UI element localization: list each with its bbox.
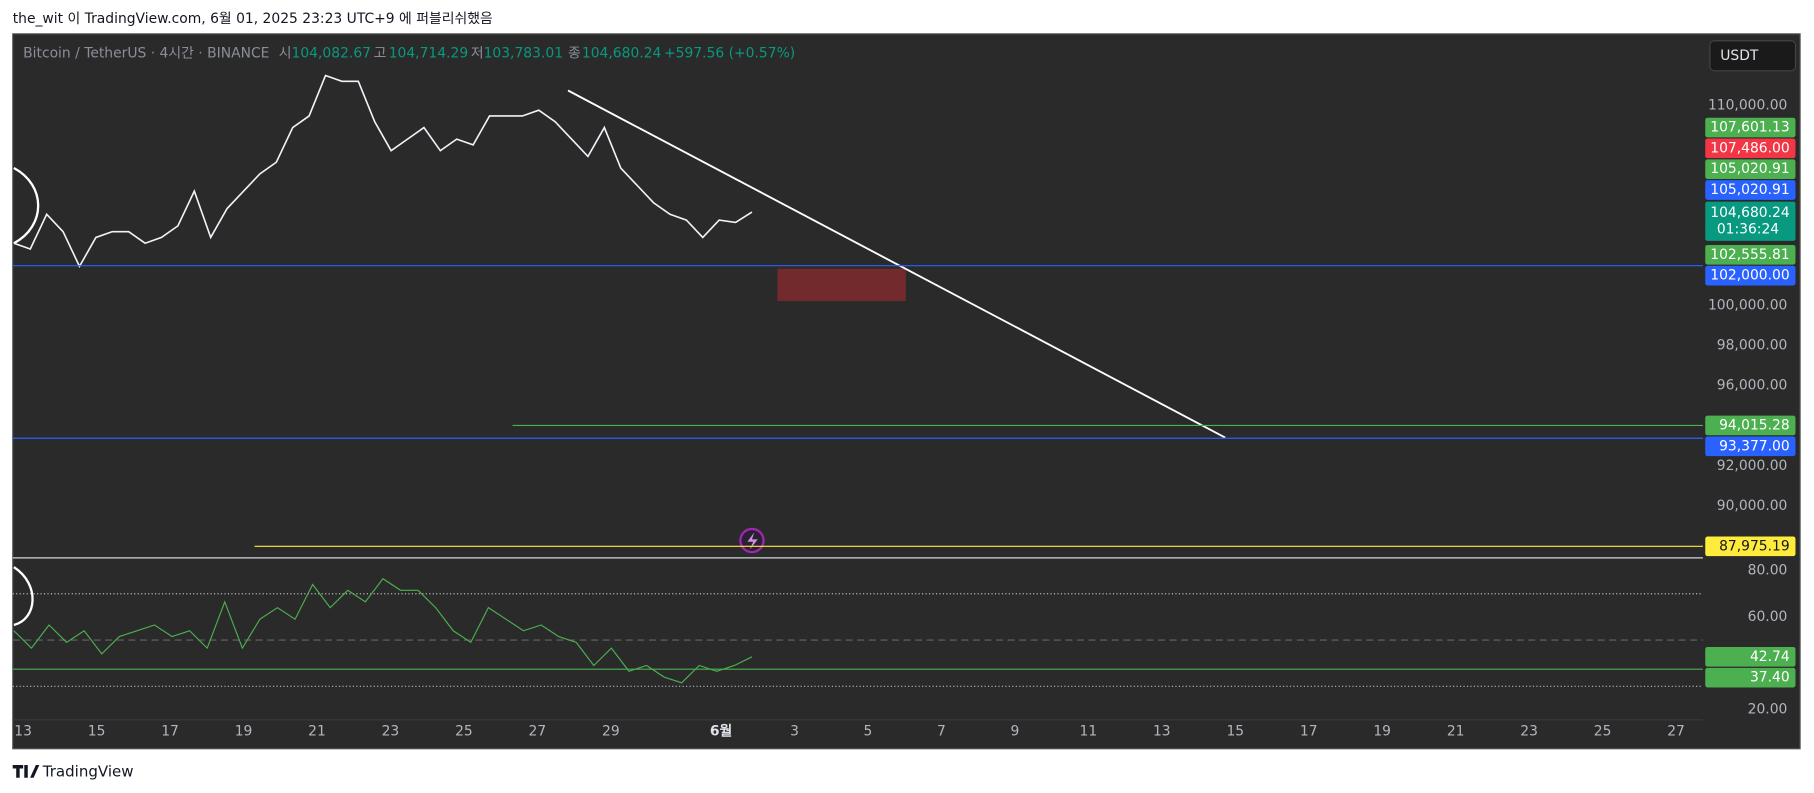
rsi-badge: [1705, 667, 1796, 688]
x-tick-label: 15: [88, 723, 106, 739]
y-tick-label: 98,000.00: [1717, 338, 1788, 354]
level-badge-text: 93,377.00: [1719, 438, 1790, 454]
price-badge-text: 105,020.91: [1710, 182, 1789, 198]
ohlc-value: 104,680.24: [582, 45, 662, 61]
level-badge-text: 102,000.00: [1710, 268, 1789, 284]
x-tick-label: 17: [161, 723, 179, 739]
x-tick-label: 27: [529, 723, 547, 739]
ohlc-value: 104,082.67: [292, 45, 371, 61]
logo: [12, 764, 40, 778]
x-tick-label: 7: [937, 723, 946, 739]
level-badge: [1705, 536, 1796, 557]
supply-zone: [777, 268, 906, 302]
price-badge-text: 104,680.24: [1710, 205, 1790, 221]
y-tick-label: 110,000.00: [1708, 98, 1787, 114]
y-tick-label: 90,000.00: [1717, 498, 1788, 514]
price-badge-text: 102,555.81: [1710, 247, 1789, 263]
price-badge: [1705, 138, 1796, 159]
x-tick-label: 19: [1373, 723, 1391, 739]
y-tick-label: 96,000.00: [1717, 378, 1788, 394]
x-tick-label: 3: [790, 723, 799, 739]
chart-frame: [12, 33, 1801, 750]
footer-brand: TradingView: [42, 762, 134, 780]
price-badge-text: 105,020.91: [1710, 161, 1789, 177]
currency-label[interactable]: USDT: [1720, 48, 1759, 64]
x-tick-label: 23: [1520, 723, 1538, 739]
x-tick-label: 9: [1010, 723, 1019, 739]
x-tick-label: 21: [308, 723, 326, 739]
rsi-tick-label: 60.00: [1748, 609, 1788, 625]
x-tick-label: 27: [1667, 723, 1685, 739]
symbol: Bitcoin / TetherUS · 4시간 · BINANCE: [23, 45, 269, 61]
price-badge: [1705, 201, 1796, 241]
x-tick-label: 15: [1226, 723, 1244, 739]
rsi-tick-label: 20.00: [1748, 701, 1788, 717]
x-tick-label: 11: [1080, 723, 1098, 739]
ohlc-key: 저: [471, 45, 484, 61]
price-badge: [1705, 244, 1796, 265]
price-badge-text: 107,486.00: [1710, 140, 1789, 156]
level-badge: [1705, 265, 1796, 286]
footer: TradingView: [12, 762, 134, 780]
x-tick-label: 17: [1300, 723, 1318, 739]
rsi-line: [13, 577, 753, 684]
publish-header: the_wit 이 TradingView.com, 6월 01, 2025 2…: [13, 11, 493, 27]
rsi-badge-text: 42.74: [1750, 649, 1790, 665]
price-badge: [1705, 180, 1796, 200]
rsi-badge-text: 37.40: [1750, 670, 1790, 686]
legend: Bitcoin / TetherUS · 4시간 · BINANCE: [23, 45, 269, 61]
x-tick-label: 5: [864, 723, 873, 739]
x-tick-label: 13: [1153, 723, 1171, 739]
x-tick-label: 13: [14, 723, 32, 739]
x-tick-label: 25: [455, 723, 473, 739]
x-tick-label: 25: [1594, 723, 1612, 739]
x-tick-label: 6월: [710, 722, 732, 739]
ohlc-value: 103,783.01: [484, 45, 563, 61]
price-line: [13, 74, 753, 269]
x-tick-label: 23: [382, 723, 400, 739]
annotation-arc: [13, 166, 40, 245]
level-badge: [1705, 415, 1796, 436]
price-badge-countdown: 01:36:24: [1717, 221, 1779, 237]
price-badge-text: 107,601.13: [1710, 120, 1789, 136]
y-tick-label: 100,000.00: [1708, 298, 1787, 314]
price-badge: [1705, 159, 1796, 180]
level-badge: [1705, 436, 1796, 457]
price-badge: [1705, 117, 1796, 138]
lightning-glyph: [747, 532, 758, 550]
ohlc-value: 104,714.29: [389, 45, 468, 61]
currency-button[interactable]: [1709, 40, 1797, 72]
level-badge-text: 94,015.28: [1719, 417, 1790, 433]
y-tick-label: 92,000.00: [1717, 458, 1788, 474]
rsi-badge: [1705, 646, 1796, 667]
change: +597.56 (+0.57%): [664, 45, 795, 61]
x-tick-label: 21: [1447, 723, 1465, 739]
ohlc-key: 고: [374, 45, 387, 61]
x-tick-label: 19: [235, 723, 253, 739]
x-tick-label: 29: [602, 723, 620, 739]
level-badge-text: 87,975.19: [1719, 538, 1790, 554]
ohlc-key: 시: [279, 45, 292, 61]
annotation-arc: [13, 566, 34, 627]
rsi-tick-label: 80.00: [1748, 563, 1788, 579]
ohlc-key: 종: [568, 45, 581, 61]
trend-line: [567, 89, 1226, 439]
